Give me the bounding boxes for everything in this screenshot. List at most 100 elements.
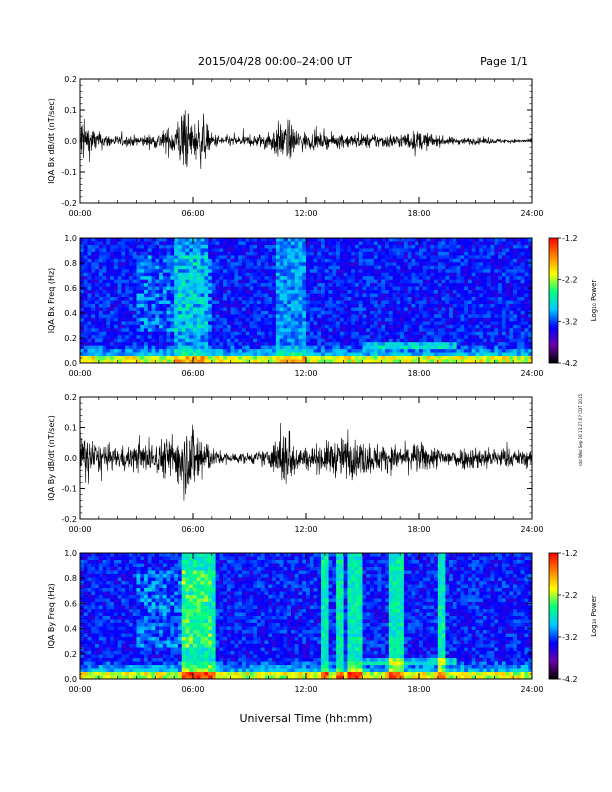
spectrogram-cell	[302, 328, 307, 333]
spectrogram-cell	[460, 241, 465, 246]
spectrogram-cell	[245, 331, 250, 336]
spectrogram-cell	[498, 300, 503, 305]
spectrogram-cell	[245, 352, 250, 357]
spectrogram-cell	[162, 352, 167, 357]
spectrogram-cell	[449, 328, 454, 333]
spectrogram-cell	[407, 317, 412, 322]
spectrogram-cell	[351, 279, 356, 284]
spectrogram-cell	[208, 248, 213, 253]
spectrogram-cell	[388, 293, 393, 298]
spectrogram-cell	[449, 359, 454, 364]
spectrogram-cell	[196, 262, 201, 267]
spectrogram-cell	[317, 307, 322, 312]
spectrogram-cell	[486, 279, 491, 284]
spectrogram-cell	[328, 352, 333, 357]
spectrogram-cell	[437, 297, 442, 301]
spectrogram-cell	[275, 307, 280, 312]
spectrogram-cell	[98, 248, 103, 253]
spectrogram-cell	[490, 321, 495, 326]
spectrogram-cell	[336, 345, 341, 350]
spectrogram-cell	[162, 255, 167, 260]
spectrogram-cell	[396, 324, 401, 329]
spectrogram-cell	[162, 303, 167, 308]
spectrogram-cell	[287, 262, 292, 267]
spectrogram-cell	[238, 241, 243, 246]
spectrogram-cell	[260, 300, 265, 305]
spectrogram-cell	[343, 335, 348, 339]
spectrogram-cell	[373, 328, 378, 333]
spectrogram-cell	[181, 283, 186, 287]
spectrogram-cell	[498, 317, 503, 322]
spectrogram-cell	[110, 331, 115, 336]
spectrogram-cell	[170, 335, 175, 339]
spectrogram-cell	[445, 352, 450, 357]
spectrogram-cell	[98, 290, 103, 294]
spectrogram-cell	[106, 258, 111, 263]
spectrogram-cell	[441, 324, 446, 329]
spectrogram-cell	[91, 574, 96, 578]
spectrogram-cell	[257, 314, 262, 319]
spectrogram-cell	[200, 324, 205, 329]
spectrogram-cell	[377, 258, 382, 263]
spectrogram-cell	[392, 314, 397, 319]
spectrogram-cell	[83, 248, 88, 253]
spectrogram-cell	[208, 328, 213, 333]
spectrogram-cell	[434, 258, 439, 263]
spectrogram-cell	[434, 310, 439, 315]
spectrogram-cell	[83, 675, 88, 680]
spectrogram-cell	[208, 241, 213, 246]
spectrogram-cell	[132, 297, 137, 301]
spectrogram-cell	[230, 349, 235, 353]
spectrogram-cell	[501, 251, 506, 256]
spectrogram-cell	[373, 338, 378, 343]
spectrogram-cell	[249, 335, 254, 339]
spectrogram-cell	[306, 303, 311, 308]
spectrogram-cell	[136, 345, 141, 350]
spectrogram-cell	[83, 283, 88, 287]
y-tick-label: 0.0	[64, 137, 77, 146]
spectrogram-cell	[494, 258, 499, 263]
spectrogram-cell	[456, 241, 461, 246]
spectrogram-cell	[155, 300, 160, 305]
spectrogram-cell	[471, 342, 476, 346]
spectrogram-cell	[415, 321, 420, 326]
spectrogram-cell	[102, 265, 107, 270]
spectrogram-cell	[95, 317, 100, 322]
spectrogram-cell	[241, 352, 247, 357]
spectrogram-cell	[513, 251, 518, 256]
spectrogram-cell	[520, 290, 525, 294]
spectrogram-cell	[159, 307, 164, 312]
spectrogram-cell	[162, 307, 167, 312]
spectrogram-cell	[155, 265, 160, 270]
spectrogram-cell	[95, 342, 100, 346]
spectrogram-cell	[223, 265, 228, 270]
spectrogram-cell	[106, 324, 111, 329]
spectrogram-cell	[343, 324, 348, 329]
spectrogram-cell	[80, 665, 85, 669]
colorbar-swatch	[549, 329, 558, 333]
spectrogram-cell	[189, 328, 194, 333]
spectrogram-cell	[520, 300, 525, 305]
spectrogram-cell	[452, 255, 457, 260]
spectrogram-cell	[479, 359, 484, 364]
spectrogram-cell	[132, 317, 137, 322]
spectrogram-cell	[302, 248, 307, 253]
spectrogram-cell	[159, 293, 164, 298]
spectrogram-cell	[166, 342, 171, 346]
spectrogram-cell	[430, 286, 435, 291]
spectrogram-cell	[321, 307, 326, 312]
spectrogram-cell	[354, 303, 360, 308]
spectrogram-cell	[437, 241, 442, 246]
spectrogram-cell	[279, 356, 284, 360]
spectrogram-cell	[381, 356, 386, 360]
spectrogram-cell	[475, 248, 480, 253]
spectrogram-cell	[219, 300, 224, 305]
spectrogram-cell	[426, 328, 431, 333]
spectrogram-cell	[471, 244, 476, 249]
spectrogram-cell	[193, 293, 198, 298]
spectrogram-cell	[95, 321, 100, 326]
spectrogram-cell	[490, 241, 495, 246]
spectrogram-cell	[354, 258, 360, 263]
spectrogram-cell	[117, 265, 122, 270]
spectrogram-cell	[223, 279, 228, 284]
